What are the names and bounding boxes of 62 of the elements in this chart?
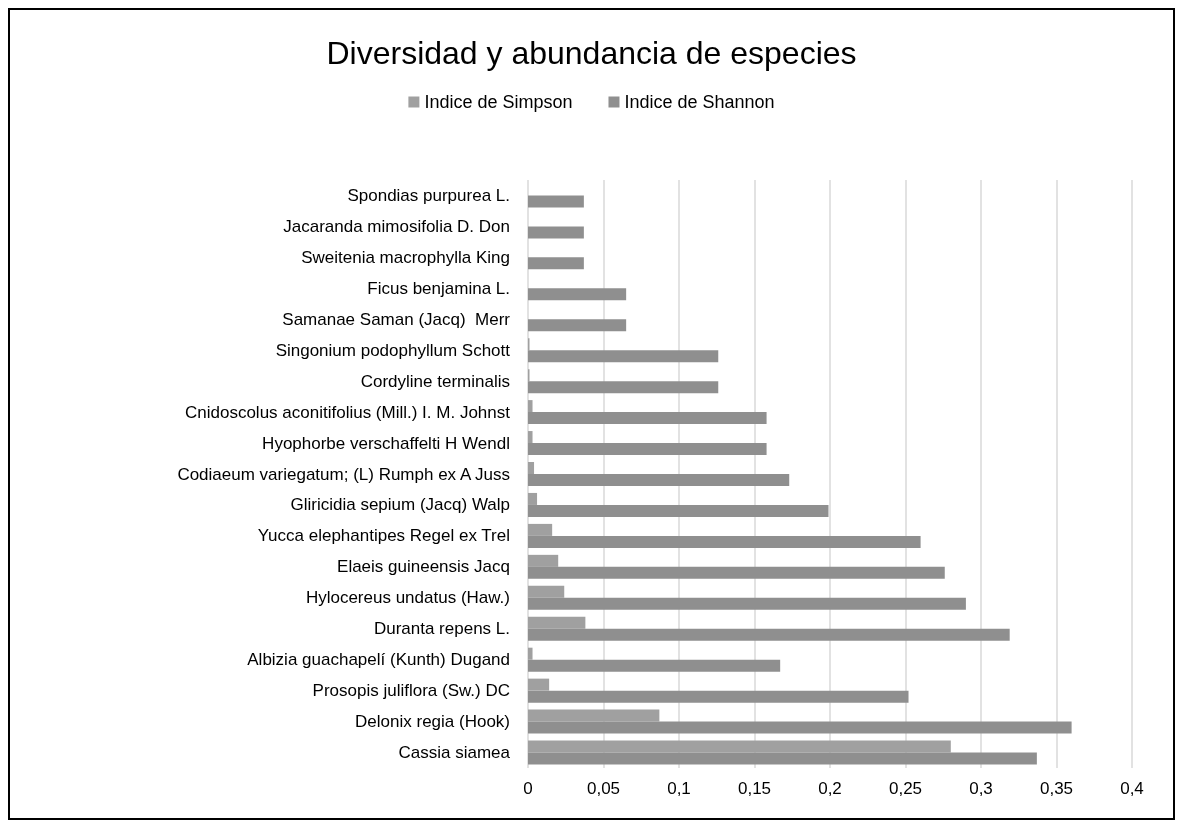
y-tick-label: Singonium podophyllum Schott	[275, 340, 511, 360]
bar	[528, 381, 719, 394]
bar	[528, 709, 660, 722]
y-tick-label: Delonix regia (Hook)	[355, 712, 510, 732]
y-tick-label: Prosopis juliflora (Sw.) DC	[312, 681, 510, 701]
y-tick-label: Gliricidia sepium (Jacq) Walp	[290, 495, 510, 515]
x-tick-label: 0	[523, 779, 533, 798]
bar	[528, 752, 1037, 765]
bar	[528, 740, 951, 753]
bar	[528, 585, 565, 598]
x-tick-label: 0,1	[667, 779, 691, 798]
y-tick-label: Hylocereus undatus (Haw.)	[305, 588, 510, 608]
x-tick-label: 0,05	[586, 779, 621, 798]
bar	[528, 721, 1072, 734]
bar	[528, 474, 790, 486]
y-tick-label: Yucca elephantipes Regel ex Trel	[257, 526, 510, 546]
y-tick-label: Codiaeum variegatum; (L) Rumph ex A Juss	[177, 464, 510, 484]
y-tick-label: Sweitenia macrophylla King	[301, 247, 510, 267]
x-tick-label: 0,4	[1120, 779, 1144, 798]
bar	[528, 616, 586, 629]
bar	[528, 195, 584, 208]
bar	[528, 288, 627, 301]
x-tick-label: 0,35	[1039, 779, 1074, 798]
legend-label: Indice de Shannon	[624, 92, 775, 112]
y-tick-label: Duranta repens L.	[373, 619, 510, 639]
y-tick-label: Albizia guachapelí (Kunth) Dugand	[247, 650, 510, 670]
x-tick-label: 0,25	[888, 779, 923, 798]
x-tick-label: 0,2	[818, 779, 842, 798]
y-tick-label: Elaeis guineensis Jacq	[337, 557, 510, 577]
bar	[528, 443, 767, 456]
bar	[528, 647, 533, 660]
y-tick-label: Cassia siamea	[398, 743, 511, 763]
bar	[528, 535, 921, 548]
bar	[528, 554, 559, 567]
bar	[528, 566, 945, 579]
bar	[528, 350, 719, 363]
bar	[528, 628, 1010, 641]
bar	[528, 678, 550, 691]
x-tick-label: 0,3	[969, 779, 993, 798]
y-tick-label: Ficus benjamina L.	[367, 278, 510, 298]
y-tick-label: Samanae Saman (Jacq) Merr	[282, 309, 511, 329]
bar	[528, 690, 909, 703]
bar	[528, 462, 535, 474]
y-tick-label: Cnidoscolus aconitifolius (Mill.) I. M. Johnst	[184, 402, 511, 422]
bar	[528, 659, 781, 672]
bar	[528, 319, 627, 332]
bar	[528, 400, 533, 413]
bar	[528, 492, 538, 505]
legend-label: Indice de Simpson	[424, 92, 573, 112]
x-tick-label: 0,15	[737, 779, 772, 798]
y-tick-label: Spondias purpurea L.	[347, 185, 510, 205]
bar	[528, 523, 553, 536]
y-tick-label: Jacaranda mimosifolia D. Don	[283, 216, 510, 236]
bar	[528, 597, 966, 610]
y-tick-label: Cordyline terminalis	[360, 371, 510, 391]
y-tick-label: Hyophorbe verschaffelti H Wendl	[262, 433, 510, 453]
bar	[528, 226, 584, 239]
bar	[528, 431, 533, 444]
bar	[528, 412, 767, 425]
chart-title: Diversidad y abundancia de especies	[326, 35, 857, 71]
bar	[528, 504, 829, 517]
bar	[528, 257, 584, 270]
